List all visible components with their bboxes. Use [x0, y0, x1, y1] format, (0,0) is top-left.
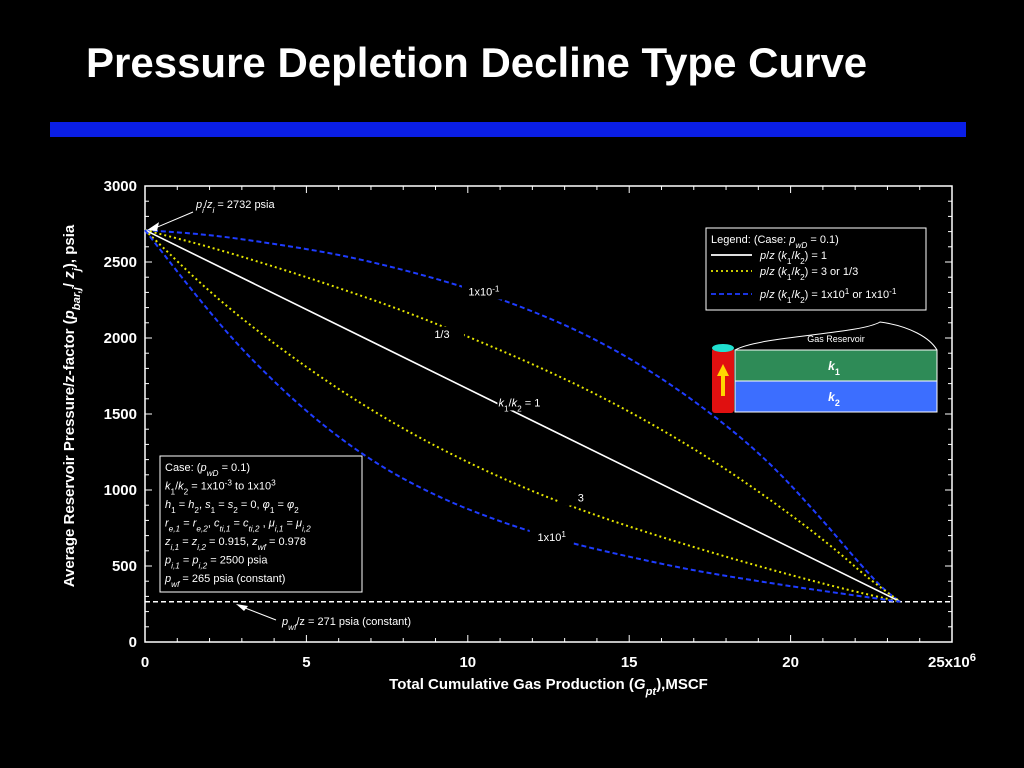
reservoir-diagram: Gas Reservoir k1 k2 [712, 321, 938, 413]
case-line-2: h1 = h2, s1 = s2 = 0, φ1 = φ2 [165, 499, 299, 515]
y-tick-label: 1000 [104, 482, 137, 499]
case-box-frame [159, 455, 363, 593]
y-axis-title: Average Reservoir Pressure/z-factor (pba… [61, 224, 83, 587]
series-label-bg [461, 284, 506, 300]
series-label-2: k1/k2 = 1 [498, 397, 540, 413]
layer-k2 [734, 380, 938, 413]
series-label-3: 3 [578, 492, 584, 504]
y-tick-label: 3000 [104, 178, 137, 195]
x-tick-label: 0 [141, 654, 149, 671]
title-divider-bar [50, 122, 966, 137]
legend: Legend: (Case: pwD = 0.1)p/z (k1/k2) = 1… [705, 227, 927, 311]
case-line-6: pwf = 265 psia (constant) [164, 573, 285, 589]
legend-entry-2: p/z (k1/k2) = 1x101 or 1x10-1 [759, 287, 897, 305]
pi-zi-arrowhead [147, 222, 159, 232]
series-label-bg [558, 490, 603, 506]
flow-arrow-shaft [721, 374, 725, 396]
x-tick-label: 20 [782, 654, 799, 671]
x-axis-title: Total Cumulative Gas Production (Gpt),MS… [389, 676, 708, 698]
series-label-4: 1x101 [538, 529, 567, 544]
case-line-3: re,1 = re,2, cti,1 = cti,2 , μi,1 = μi,2 [165, 518, 311, 534]
legend-title: Legend: (Case: pwD = 0.1) [711, 234, 839, 250]
flow-arrow-head [717, 364, 729, 376]
series-label-bg [497, 395, 542, 411]
slide-title: Pressure Depletion Decline Type Curve [86, 39, 868, 86]
series-line-0 [144, 229, 901, 603]
pwf-arrowhead [236, 604, 248, 611]
series-line-3 [144, 229, 901, 603]
series-line-2 [144, 229, 901, 603]
series-line-4 [144, 229, 901, 603]
y-tick-label: 500 [112, 558, 137, 575]
case-box: Case: (pwD = 0.1)k1/k2 = 1x10-3 to 1x103… [159, 455, 363, 593]
legend-entry-1: p/z (k1/k2) = 3 or 1/3 [759, 266, 858, 282]
case-line-1: k1/k2 = 1x10-3 to 1x103 [165, 478, 276, 496]
layer-k1 [734, 349, 938, 382]
case-line-4: zi,1 = zi,2 = 0.915, zwf = 0.978 [164, 536, 306, 552]
series-line-1 [144, 229, 901, 603]
plot-area: 1x10-1 1/3 k1/k2 = 1 3 1x101 [144, 185, 953, 643]
series-label-bg [529, 529, 574, 545]
y-tick-label: 0 [129, 634, 137, 651]
y-tick-label: 2000 [104, 330, 137, 347]
x-tick-label: 25x106 [928, 652, 976, 671]
layer-k2-label: k2 [828, 390, 840, 408]
legend-entry-0: p/z (k1/k2) = 1 [759, 250, 827, 266]
layer-k1-label: k1 [828, 359, 840, 377]
case-line-5: pi,1 = pi,2 = 2500 psia [164, 555, 268, 571]
y-tick-label: 2500 [104, 254, 137, 271]
series-label-0: 1x10-1 [468, 284, 500, 299]
series-label-1: 1/3 [434, 329, 449, 341]
pwf-annotation: pwf/z = 271 psia (constant) [281, 616, 411, 632]
reservoir-outline [734, 321, 938, 351]
reservoir-title: Gas Reservoir [807, 334, 865, 344]
series-label-bg [419, 327, 464, 342]
case-line-0: Case: (pwD = 0.1) [165, 462, 250, 478]
x-tick-label: 5 [302, 654, 310, 671]
wellbore-top [712, 344, 734, 352]
x-tick-label: 15 [621, 654, 638, 671]
y-tick-label: 1500 [104, 406, 137, 423]
pi-zi-pointer [154, 211, 194, 229]
pi-zi-annotation: pi/zi = 2732 psia [195, 199, 275, 215]
x-tick-label: 10 [459, 654, 476, 671]
legend-frame [705, 227, 927, 311]
